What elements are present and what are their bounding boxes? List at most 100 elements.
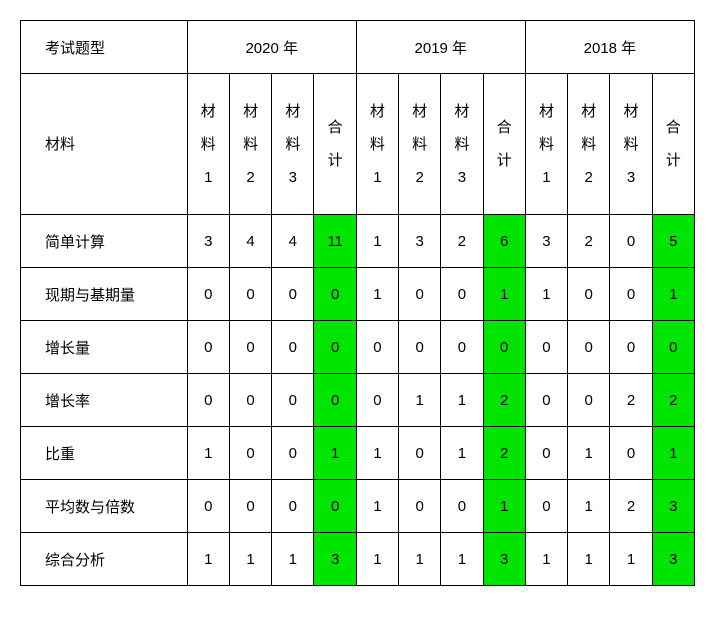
subheader-total-2020: 合计 (314, 74, 356, 215)
cell-y2019-m3: 1 (441, 374, 483, 427)
cell-y2018-total: 3 (652, 480, 694, 533)
cell-y2018-m2: 1 (568, 427, 610, 480)
cell-y2018-m1: 0 (525, 480, 567, 533)
cell-y2018-m2: 0 (568, 268, 610, 321)
header-year-2019: 2019 年 (356, 21, 525, 74)
cell-y2020-m1: 0 (187, 321, 229, 374)
cell-y2020-m1: 1 (187, 427, 229, 480)
subheader-m2-2020: 材料2 (229, 74, 271, 215)
cell-y2019-m2: 3 (399, 215, 441, 268)
cell-y2020-m1: 3 (187, 215, 229, 268)
cell-y2018-m3: 0 (610, 215, 652, 268)
cell-y2019-m1: 1 (356, 215, 398, 268)
subheader-m2-2019: 材料2 (399, 74, 441, 215)
cell-y2020-m3: 0 (272, 321, 314, 374)
table-row: 平均数与倍数000010010123 (21, 480, 695, 533)
cell-y2019-total: 2 (483, 427, 525, 480)
table-row: 现期与基期量000010011001 (21, 268, 695, 321)
subheader-m3-2019: 材料3 (441, 74, 483, 215)
cell-y2019-m1: 1 (356, 268, 398, 321)
cell-y2019-total: 1 (483, 480, 525, 533)
cell-y2020-m1: 0 (187, 268, 229, 321)
cell-y2019-m2: 1 (399, 533, 441, 586)
cell-y2019-m3: 0 (441, 268, 483, 321)
row-label: 现期与基期量 (21, 268, 188, 321)
cell-y2020-m2: 0 (229, 480, 271, 533)
cell-y2019-m2: 0 (399, 321, 441, 374)
table-row: 简单计算3441113263205 (21, 215, 695, 268)
cell-y2019-m3: 0 (441, 321, 483, 374)
exam-question-type-table: 考试题型 2020 年 2019 年 2018 年 材料 材料1 材料2 材料3… (20, 20, 695, 586)
cell-y2019-total: 0 (483, 321, 525, 374)
cell-y2018-m1: 1 (525, 533, 567, 586)
cell-y2019-total: 1 (483, 268, 525, 321)
table-header-row: 考试题型 2020 年 2019 年 2018 年 (21, 21, 695, 74)
table-body: 简单计算3441113263205现期与基期量000010011001增长量00… (21, 215, 695, 586)
cell-y2018-m3: 2 (610, 374, 652, 427)
cell-y2019-m1: 0 (356, 321, 398, 374)
cell-y2018-m1: 0 (525, 321, 567, 374)
cell-y2020-m1: 0 (187, 480, 229, 533)
subheader-m2-2018: 材料2 (568, 74, 610, 215)
cell-y2018-m1: 3 (525, 215, 567, 268)
cell-y2020-total: 0 (314, 268, 356, 321)
cell-y2018-total: 3 (652, 533, 694, 586)
cell-y2020-m1: 0 (187, 374, 229, 427)
cell-y2020-total: 0 (314, 321, 356, 374)
cell-y2019-m2: 0 (399, 480, 441, 533)
subheader-m1-2020: 材料1 (187, 74, 229, 215)
cell-y2019-m3: 0 (441, 480, 483, 533)
cell-y2020-m3: 0 (272, 374, 314, 427)
cell-y2018-m3: 0 (610, 268, 652, 321)
header-year-2020: 2020 年 (187, 21, 356, 74)
cell-y2020-total: 0 (314, 374, 356, 427)
cell-y2019-m2: 1 (399, 374, 441, 427)
cell-y2019-m3: 2 (441, 215, 483, 268)
cell-y2018-total: 0 (652, 321, 694, 374)
cell-y2018-total: 5 (652, 215, 694, 268)
cell-y2018-m2: 0 (568, 321, 610, 374)
header-question-type: 考试题型 (21, 21, 188, 74)
cell-y2018-m3: 2 (610, 480, 652, 533)
cell-y2020-m3: 0 (272, 427, 314, 480)
table-row: 比重100110120101 (21, 427, 695, 480)
cell-y2020-m3: 1 (272, 533, 314, 586)
table-row: 增长量000000000000 (21, 321, 695, 374)
cell-y2020-m2: 4 (229, 215, 271, 268)
cell-y2020-m2: 0 (229, 374, 271, 427)
cell-y2019-total: 6 (483, 215, 525, 268)
cell-y2018-m2: 1 (568, 533, 610, 586)
cell-y2020-m2: 0 (229, 321, 271, 374)
cell-y2020-total: 0 (314, 480, 356, 533)
cell-y2019-m1: 1 (356, 480, 398, 533)
row-label: 比重 (21, 427, 188, 480)
table-row: 综合分析111311131113 (21, 533, 695, 586)
cell-y2018-m2: 2 (568, 215, 610, 268)
cell-y2018-m2: 1 (568, 480, 610, 533)
cell-y2019-m1: 0 (356, 374, 398, 427)
row-label: 增长量 (21, 321, 188, 374)
header-year-2018: 2018 年 (525, 21, 694, 74)
cell-y2019-m3: 1 (441, 427, 483, 480)
subheader-total-2019: 合计 (483, 74, 525, 215)
cell-y2018-total: 1 (652, 268, 694, 321)
cell-y2018-m3: 1 (610, 533, 652, 586)
subheader-total-2018: 合计 (652, 74, 694, 215)
cell-y2018-m3: 0 (610, 427, 652, 480)
table-subheader-row: 材料 材料1 材料2 材料3 合计 材料1 材料2 材料3 合计 材料1 材料2… (21, 74, 695, 215)
subheader-material: 材料 (21, 74, 188, 215)
subheader-m3-2020: 材料3 (272, 74, 314, 215)
cell-y2020-m3: 0 (272, 480, 314, 533)
subheader-m3-2018: 材料3 (610, 74, 652, 215)
cell-y2019-m3: 1 (441, 533, 483, 586)
cell-y2020-m1: 1 (187, 533, 229, 586)
cell-y2018-m1: 1 (525, 268, 567, 321)
cell-y2020-total: 3 (314, 533, 356, 586)
cell-y2019-total: 3 (483, 533, 525, 586)
row-label: 简单计算 (21, 215, 188, 268)
row-label: 综合分析 (21, 533, 188, 586)
cell-y2018-m3: 0 (610, 321, 652, 374)
cell-y2019-total: 2 (483, 374, 525, 427)
cell-y2020-m3: 4 (272, 215, 314, 268)
cell-y2018-total: 2 (652, 374, 694, 427)
